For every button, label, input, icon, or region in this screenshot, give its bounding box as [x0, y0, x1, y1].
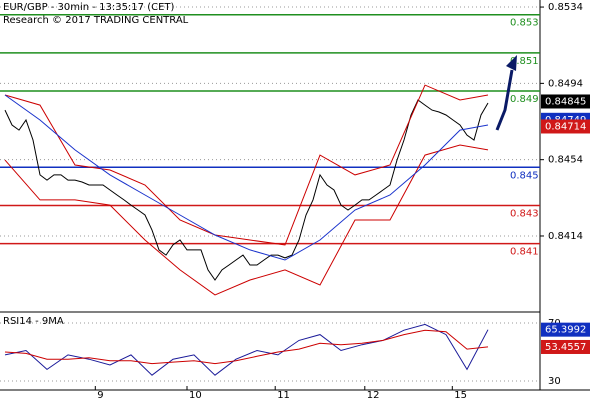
price-tag-label: 0.84714 — [545, 121, 586, 132]
chart-title: EUR/GBP - 30min - 13:35:17 (CET) — [3, 2, 175, 13]
rsi-tag — [541, 339, 590, 354]
series-line — [4, 144, 489, 296]
x-tick-label: 15 — [454, 390, 467, 400]
level-label: 0.841 — [510, 247, 539, 258]
x-tick-label: 12 — [367, 390, 380, 400]
x-tick-label: 9 — [97, 390, 103, 400]
x-tick-label: 11 — [277, 390, 290, 400]
rsi-tag-label: 65.3992 — [545, 325, 586, 336]
forecast-arrow — [495, 69, 514, 131]
rsi-tag — [541, 322, 590, 337]
forecast-arrowhead — [506, 55, 517, 71]
price-tag — [541, 119, 590, 134]
series-line — [4, 84, 489, 246]
y-tick-label: 0.8454 — [548, 155, 583, 166]
price-tag-label: 0.84845 — [545, 96, 586, 107]
level-label: 0.853 — [510, 18, 539, 29]
level-label: 0.843 — [510, 208, 539, 219]
price-tag — [541, 94, 590, 109]
level-label: 0.851 — [510, 56, 539, 67]
x-tick-label: 10 — [189, 390, 202, 400]
y-tick-label: 0.8494 — [548, 78, 583, 89]
rsi-tag-label: 53.4557 — [545, 342, 586, 353]
rsi-title: RSI14 - 9MA — [3, 316, 64, 327]
chart-subtitle: Research © 2017 TRADING CENTRAL — [3, 15, 189, 26]
series-line — [4, 99, 489, 281]
series-line — [4, 94, 489, 261]
y-tick-label: 0.8534 — [548, 2, 583, 13]
level-label: 0.849 — [510, 94, 539, 105]
series-line — [4, 329, 489, 365]
level-label: 0.845 — [510, 170, 539, 181]
y-tick-label: 0.8414 — [548, 231, 583, 242]
y-tick-label: 30 — [548, 376, 561, 387]
